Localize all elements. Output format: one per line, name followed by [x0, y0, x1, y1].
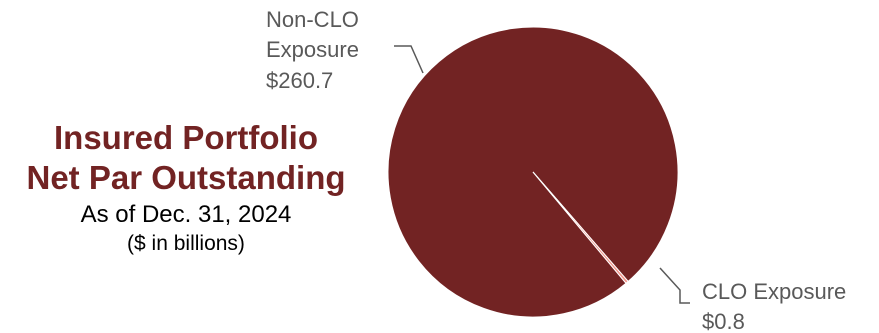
chart-title-block: Insured Portfolio Net Par Outstanding As… [0, 118, 372, 258]
label-non-clo-name-2: Exposure [266, 37, 359, 62]
label-non-clo-name-1: Non-CLO [266, 7, 359, 32]
chart-title-line1: Insured Portfolio [54, 119, 318, 156]
leader-line-non-clo [394, 45, 424, 74]
chart-subtitle: As of Dec. 31, 2024 [80, 201, 292, 228]
pie-slice-clo [532, 171, 629, 284]
label-clo-name: CLO Exposure [702, 279, 846, 304]
chart-title-line2: Net Par Outstanding [26, 159, 346, 196]
leader-line-clo [659, 267, 690, 304]
chart-units: ($ in billions) [127, 232, 245, 255]
pie-slice-non-clo [387, 26, 679, 318]
label-non-clo-value: $260.7 [266, 68, 333, 93]
label-clo-value: $0.8 [702, 309, 745, 333]
